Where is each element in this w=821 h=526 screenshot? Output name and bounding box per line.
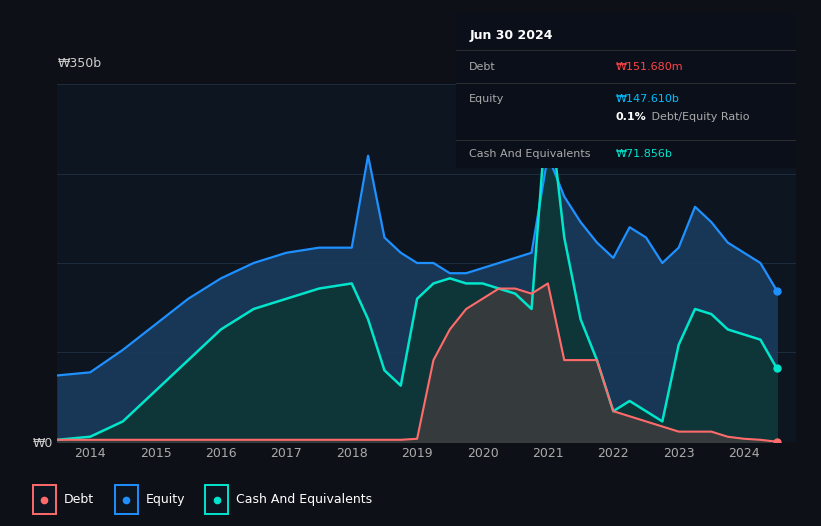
FancyBboxPatch shape (115, 485, 138, 514)
Text: Equity: Equity (470, 94, 505, 104)
Text: ₩350b: ₩350b (57, 57, 102, 70)
Text: Jun 30 2024: Jun 30 2024 (470, 28, 553, 42)
Text: ₩151.680m: ₩151.680m (616, 62, 683, 72)
FancyBboxPatch shape (205, 485, 228, 514)
Text: Cash And Equivalents: Cash And Equivalents (470, 149, 591, 159)
FancyBboxPatch shape (33, 485, 56, 514)
Text: 0.1%: 0.1% (616, 112, 647, 122)
Text: Debt: Debt (470, 62, 496, 72)
Text: ₩71.856b: ₩71.856b (616, 149, 672, 159)
Text: Debt/Equity Ratio: Debt/Equity Ratio (648, 112, 750, 122)
Text: Debt: Debt (64, 493, 94, 506)
Text: Equity: Equity (146, 493, 186, 506)
Text: ₩147.610b: ₩147.610b (616, 94, 680, 104)
Text: Cash And Equivalents: Cash And Equivalents (236, 493, 373, 506)
